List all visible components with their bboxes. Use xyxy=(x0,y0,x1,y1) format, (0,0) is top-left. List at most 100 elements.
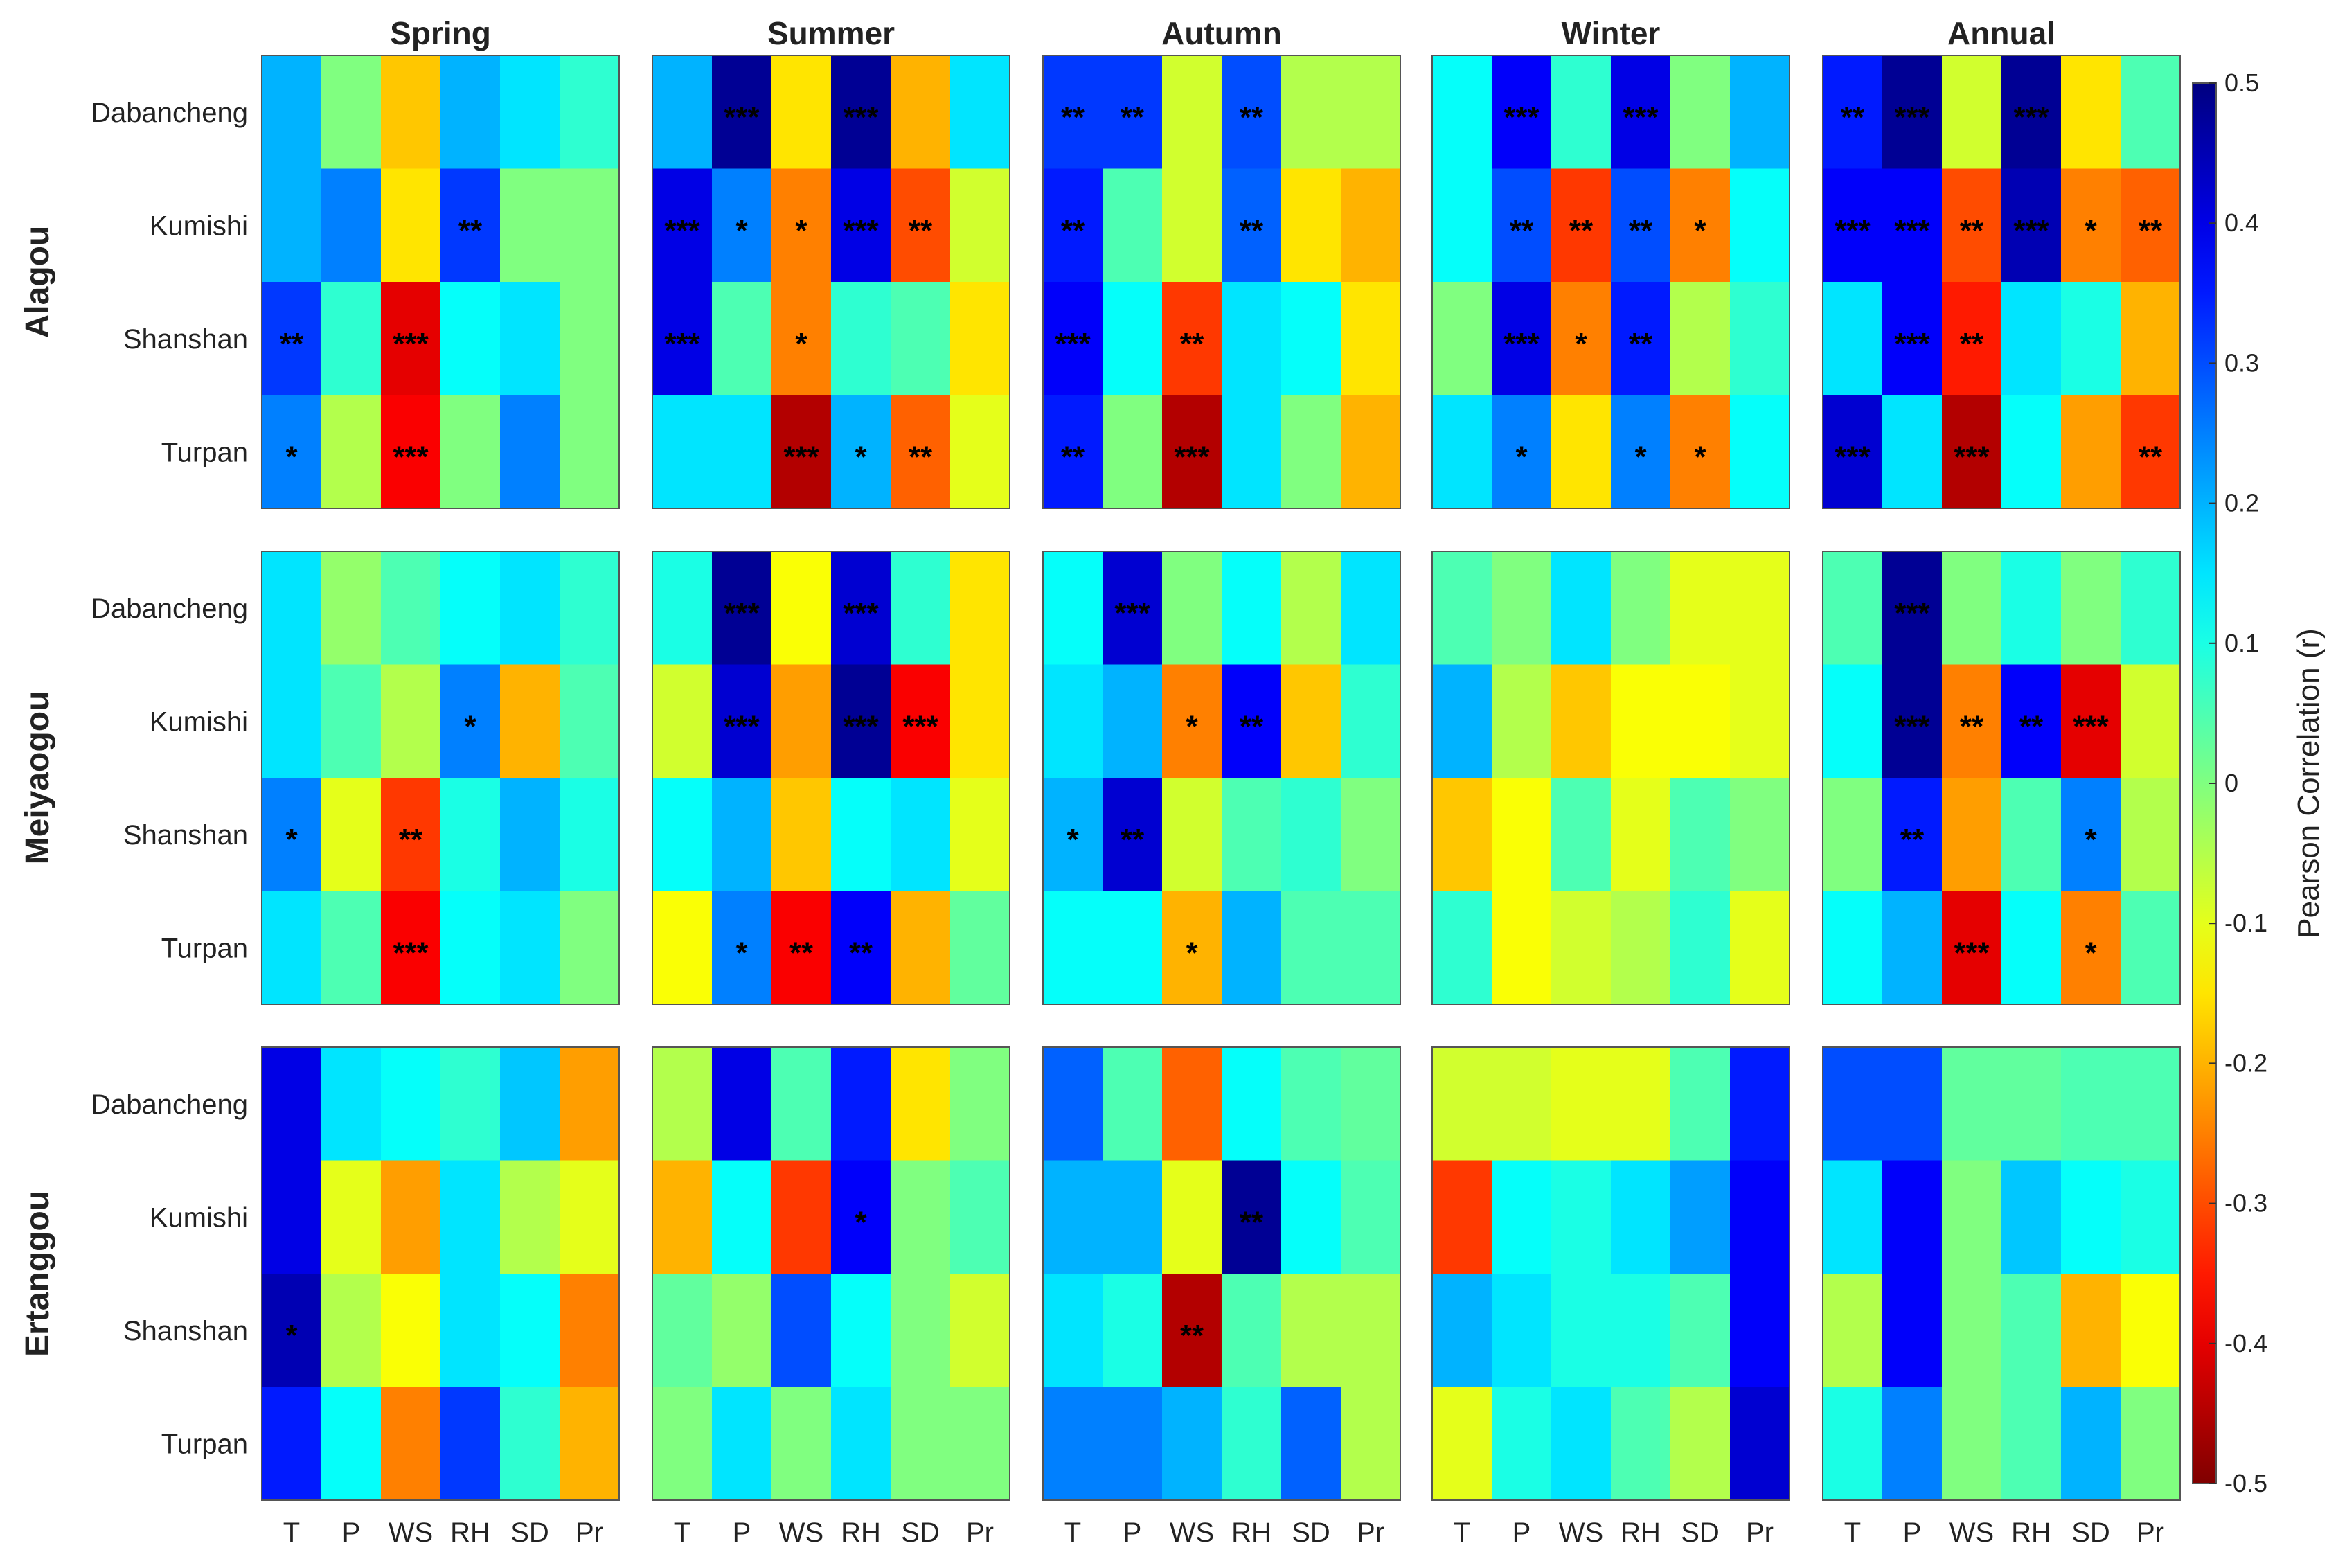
significance-meiyaogou-summer-kumishi-p: *** xyxy=(724,709,760,743)
cell-ertanggou-spring-turpan-t xyxy=(262,1387,322,1501)
significance-meiyaogou-annual-turpan-sd: * xyxy=(2085,936,2097,970)
cell-ertanggou-annual-dabancheng-pr xyxy=(2121,1047,2181,1161)
cell-ertanggou-autumn-turpan-rh xyxy=(1222,1387,1282,1501)
significance-alagou-winter-shanshan-rh: ** xyxy=(1629,327,1653,361)
significance-alagou-annual-shanshan-ws: ** xyxy=(1960,327,1984,361)
cell-meiyaogou-autumn-shanshan-ws xyxy=(1162,778,1222,892)
cell-meiyaogou-summer-kumishi-p xyxy=(712,664,772,778)
cell-ertanggou-annual-dabancheng-p xyxy=(1882,1047,1943,1161)
panel-ertanggou-annual xyxy=(1822,1046,2181,1501)
cell-ertanggou-spring-kumishi-p xyxy=(321,1160,382,1274)
cell-meiyaogou-winter-turpan-t xyxy=(1432,891,1492,1005)
cell-meiyaogou-autumn-turpan-p xyxy=(1103,891,1163,1005)
cell-meiyaogou-summer-turpan-p xyxy=(712,891,772,1005)
cell-ertanggou-spring-shanshan-p xyxy=(321,1274,382,1388)
significance-alagou-annual-turpan-ws: *** xyxy=(1954,440,1990,474)
cell-ertanggou-winter-turpan-ws xyxy=(1551,1387,1612,1501)
cell-meiyaogou-winter-dabancheng-rh xyxy=(1611,551,1671,666)
cell-meiyaogou-autumn-kumishi-ws xyxy=(1162,664,1222,778)
cell-ertanggou-autumn-turpan-p xyxy=(1103,1387,1163,1501)
cell-ertanggou-winter-kumishi-rh xyxy=(1611,1160,1671,1274)
cell-alagou-winter-kumishi-rh xyxy=(1611,168,1671,283)
cell-meiyaogou-summer-shanshan-ws xyxy=(771,778,832,892)
cell-meiyaogou-summer-kumishi-pr xyxy=(950,664,1010,778)
cell-alagou-annual-kumishi-ws xyxy=(1942,168,2002,283)
cell-alagou-autumn-dabancheng-t xyxy=(1043,55,1103,170)
cell-ertanggou-autumn-turpan-t xyxy=(1043,1387,1103,1501)
cell-alagou-annual-dabancheng-rh xyxy=(2001,55,2062,170)
cell-meiyaogou-winter-shanshan-t xyxy=(1432,778,1492,892)
cell-alagou-winter-kumishi-p xyxy=(1492,168,1552,283)
cell-alagou-spring-turpan-sd xyxy=(500,395,560,509)
cell-alagou-annual-kumishi-t xyxy=(1823,168,1883,283)
cell-alagou-spring-shanshan-ws xyxy=(381,282,441,396)
row-label-meiyaogou-dabancheng: Dabancheng xyxy=(91,594,248,624)
significance-alagou-autumn-dabancheng-rh: ** xyxy=(1240,100,1264,134)
cell-ertanggou-summer-kumishi-pr xyxy=(950,1160,1010,1274)
row-label-alagou-turpan: Turpan xyxy=(161,437,248,467)
cell-meiyaogou-summer-shanshan-t xyxy=(652,778,713,892)
cell-alagou-annual-turpan-ws xyxy=(1942,395,2002,509)
cell-alagou-winter-turpan-sd xyxy=(1670,395,1731,509)
cell-ertanggou-annual-dabancheng-ws xyxy=(1942,1047,2002,1161)
cell-alagou-autumn-turpan-t xyxy=(1043,395,1103,509)
season-title-annual: Annual xyxy=(1947,15,2055,51)
cell-alagou-autumn-turpan-ws xyxy=(1162,395,1222,509)
significance-alagou-spring-kumishi-rh: ** xyxy=(458,213,483,247)
significance-alagou-annual-kumishi-sd: * xyxy=(2085,213,2097,247)
panel-frame xyxy=(261,1046,620,1501)
cell-meiyaogou-spring-shanshan-p xyxy=(321,778,382,892)
cell-ertanggou-summer-turpan-p xyxy=(712,1387,772,1501)
panel-alagou-spring: **** **** *** xyxy=(261,55,620,509)
cell-ertanggou-summer-shanshan-sd xyxy=(891,1274,951,1388)
x-label-summer-t: T xyxy=(674,1517,690,1548)
cell-alagou-autumn-turpan-sd xyxy=(1281,395,1341,509)
cell-alagou-winter-dabancheng-t xyxy=(1432,55,1492,170)
cell-meiyaogou-annual-shanshan-t xyxy=(1823,778,1883,892)
cell-ertanggou-winter-shanshan-t xyxy=(1432,1274,1492,1388)
significance-meiyaogou-annual-kumishi-p: *** xyxy=(1894,709,1930,743)
colorbar-tick-0-2: 0.2 xyxy=(2224,489,2259,517)
cell-alagou-summer-kumishi-pr xyxy=(950,168,1010,283)
cell-meiyaogou-autumn-kumishi-rh xyxy=(1222,664,1282,778)
significance-alagou-summer-kumishi-ws: * xyxy=(795,213,807,247)
cell-meiyaogou-autumn-turpan-ws xyxy=(1162,891,1222,1005)
cell-alagou-annual-turpan-sd xyxy=(2061,395,2121,509)
row-label-ertanggou-turpan: Turpan xyxy=(161,1429,248,1459)
x-label-summer-rh: RH xyxy=(841,1517,881,1548)
significance-alagou-annual-dabancheng-rh: *** xyxy=(2013,100,2049,134)
significance-ertanggou-autumn-shanshan-ws: ** xyxy=(1180,1319,1204,1353)
cell-ertanggou-spring-dabancheng-sd xyxy=(500,1047,560,1161)
cell-alagou-spring-shanshan-sd xyxy=(500,282,560,396)
cell-ertanggou-spring-dabancheng-rh xyxy=(440,1047,501,1161)
cell-alagou-summer-shanshan-rh xyxy=(831,282,891,396)
cell-alagou-summer-dabancheng-rh xyxy=(831,55,891,170)
cell-alagou-summer-dabancheng-sd xyxy=(891,55,951,170)
cell-meiyaogou-summer-kumishi-ws xyxy=(771,664,832,778)
cell-meiyaogou-summer-turpan-sd xyxy=(891,891,951,1005)
cell-meiyaogou-summer-dabancheng-p xyxy=(712,551,772,666)
cell-meiyaogou-annual-turpan-pr xyxy=(2121,891,2181,1005)
significance-alagou-winter-dabancheng-rh: *** xyxy=(1623,100,1659,134)
cell-ertanggou-annual-dabancheng-t xyxy=(1823,1047,1883,1161)
cell-meiyaogou-annual-shanshan-sd xyxy=(2061,778,2121,892)
significance-meiyaogou-annual-kumishi-ws: ** xyxy=(1960,709,1984,743)
cell-ertanggou-winter-dabancheng-sd xyxy=(1670,1047,1731,1161)
significance-alagou-summer-shanshan-ws: * xyxy=(795,327,807,361)
cell-meiyaogou-spring-kumishi-rh xyxy=(440,664,501,778)
cell-alagou-annual-dabancheng-sd xyxy=(2061,55,2121,170)
cell-meiyaogou-spring-kumishi-t xyxy=(262,664,322,778)
panel-frame xyxy=(261,55,620,509)
cell-meiyaogou-autumn-turpan-rh xyxy=(1222,891,1282,1005)
row-label-meiyaogou-shanshan: Shanshan xyxy=(123,820,248,850)
cell-meiyaogou-spring-dabancheng-p xyxy=(321,551,382,666)
colorbar-tick--0-3: -0.3 xyxy=(2224,1189,2267,1218)
cell-alagou-autumn-turpan-rh xyxy=(1222,395,1282,509)
cell-meiyaogou-winter-turpan-p xyxy=(1492,891,1552,1005)
cell-alagou-winter-dabancheng-pr xyxy=(1730,55,1790,170)
panel-frame xyxy=(1042,55,1401,509)
cell-meiyaogou-summer-shanshan-sd xyxy=(891,778,951,892)
cell-meiyaogou-autumn-turpan-sd xyxy=(1281,891,1341,1005)
cell-ertanggou-winter-turpan-rh xyxy=(1611,1387,1671,1501)
row-label-ertanggou-shanshan: Shanshan xyxy=(123,1316,248,1346)
